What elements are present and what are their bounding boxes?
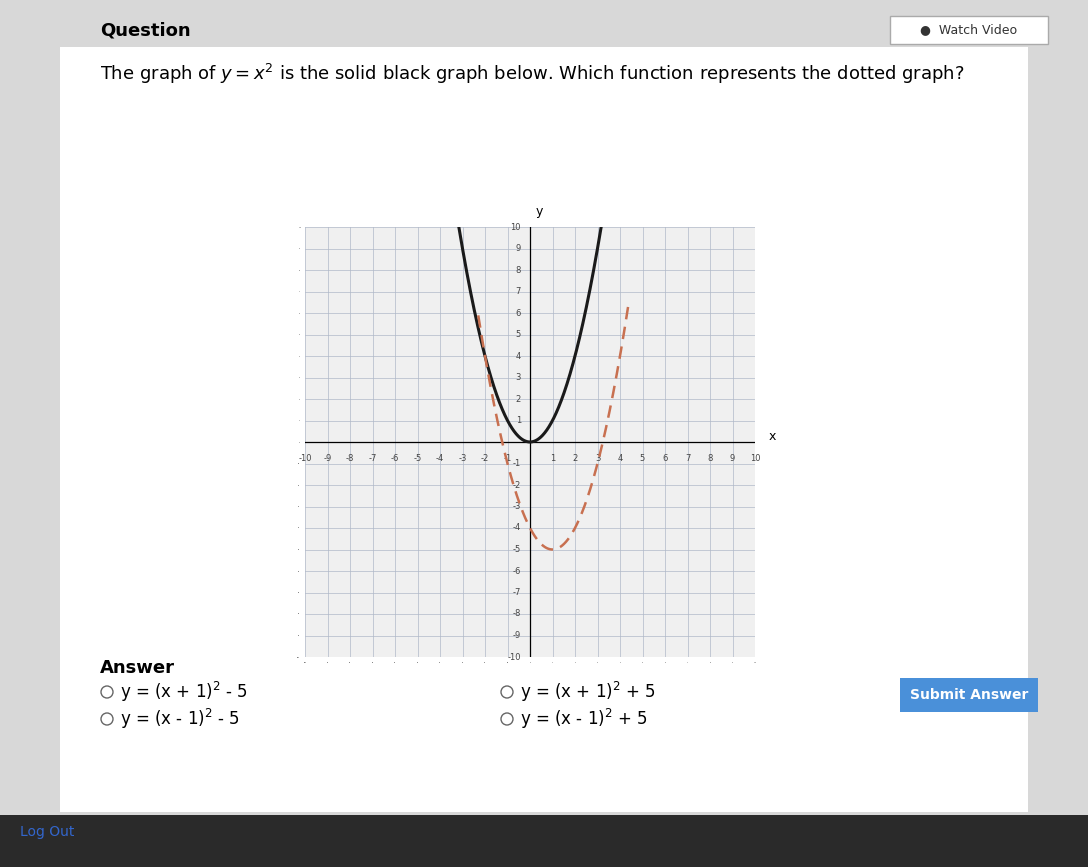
Text: 8: 8 — [516, 265, 521, 275]
Text: x: x — [768, 430, 776, 443]
Text: y = (x - 1)$^2$ + 5: y = (x - 1)$^2$ + 5 — [520, 707, 648, 731]
Text: -6: -6 — [391, 453, 399, 463]
Text: ●  Watch Video: ● Watch Video — [920, 23, 1017, 36]
Text: -3: -3 — [458, 453, 467, 463]
Bar — [60, 47, 1028, 812]
Text: -4: -4 — [436, 453, 444, 463]
Text: -1: -1 — [512, 459, 521, 468]
Text: -4: -4 — [512, 524, 521, 532]
Text: 8: 8 — [707, 453, 713, 463]
Text: Answer: Answer — [100, 659, 175, 677]
Text: The graph of $y = x^2$ is the solid black graph below. Which function represents: The graph of $y = x^2$ is the solid blac… — [100, 62, 964, 86]
Text: -7: -7 — [369, 453, 376, 463]
Text: 1: 1 — [516, 416, 521, 425]
Bar — [900, 678, 1038, 712]
Text: y: y — [535, 205, 543, 218]
Text: -7: -7 — [512, 588, 521, 597]
Text: -2: -2 — [512, 480, 521, 490]
Text: -8: -8 — [512, 610, 521, 618]
Text: Log Out: Log Out — [20, 825, 74, 839]
Text: 5: 5 — [640, 453, 645, 463]
Text: y = (x - 1)$^2$ - 5: y = (x - 1)$^2$ - 5 — [120, 707, 240, 731]
Text: 7: 7 — [516, 287, 521, 296]
Text: 9: 9 — [516, 244, 521, 253]
Text: 9: 9 — [730, 453, 735, 463]
Text: -10: -10 — [507, 653, 521, 662]
Text: 2: 2 — [572, 453, 578, 463]
Text: 3: 3 — [595, 453, 601, 463]
Text: Question: Question — [100, 22, 190, 40]
Text: 1: 1 — [549, 453, 555, 463]
Text: -6: -6 — [512, 566, 521, 576]
Text: y = (x + 1)$^2$ - 5: y = (x + 1)$^2$ - 5 — [120, 680, 248, 704]
Text: 4: 4 — [617, 453, 622, 463]
Text: -1: -1 — [504, 453, 511, 463]
Text: 10: 10 — [510, 223, 521, 231]
Text: -5: -5 — [512, 545, 521, 554]
Bar — [0, 815, 1088, 867]
Bar — [890, 16, 1048, 44]
Text: -3: -3 — [512, 502, 521, 511]
Text: 2: 2 — [516, 394, 521, 403]
Text: 6: 6 — [663, 453, 668, 463]
Text: y = (x + 1)$^2$ + 5: y = (x + 1)$^2$ + 5 — [520, 680, 656, 704]
Text: 7: 7 — [684, 453, 690, 463]
Text: 6: 6 — [516, 309, 521, 317]
Text: -5: -5 — [413, 453, 422, 463]
Text: -9: -9 — [512, 631, 521, 640]
Text: -8: -8 — [346, 453, 355, 463]
Text: Submit Answer: Submit Answer — [910, 688, 1028, 702]
Text: -10: -10 — [298, 453, 312, 463]
Text: 5: 5 — [516, 330, 521, 339]
Text: -2: -2 — [481, 453, 490, 463]
Text: -9: -9 — [323, 453, 332, 463]
Text: 4: 4 — [516, 351, 521, 361]
Text: 3: 3 — [516, 373, 521, 382]
Text: 10: 10 — [750, 453, 761, 463]
